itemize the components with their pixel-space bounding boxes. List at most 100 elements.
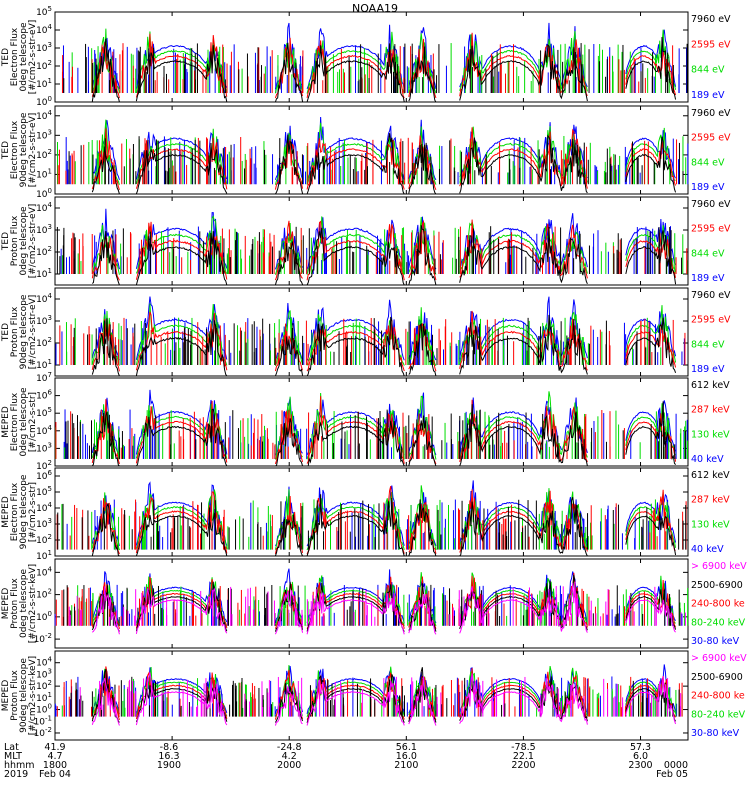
- ytick-label: 103: [36, 223, 52, 236]
- series-trace: [459, 665, 588, 716]
- ylabel-line: Proton Flux: [10, 578, 20, 629]
- ylabel-line: [#/cm2-s-str-eV]: [28, 113, 38, 188]
- ylabel-line: Electron Flux: [10, 120, 20, 179]
- ytick-label: 103: [36, 314, 52, 327]
- ytick-label: 100: [36, 610, 52, 623]
- ylabel-line: [#/cm2-s-str-keV]: [28, 656, 38, 735]
- series-trace: [274, 489, 304, 550]
- legend-entry: 80-240 keV: [691, 709, 746, 720]
- legend-entry: 287 keV: [691, 405, 730, 416]
- series-trace: [408, 46, 437, 103]
- ylabel-line: [#/cm2-s-str-eV]: [28, 204, 38, 279]
- series-trace: [274, 328, 304, 377]
- series-trace: [274, 590, 304, 635]
- series-trace: [459, 676, 588, 722]
- legend-entry: 80-240 keV: [691, 617, 746, 628]
- xaxis-tick-label: 22.1: [513, 751, 534, 762]
- series-trace: [306, 494, 405, 557]
- series-black: [73, 314, 677, 377]
- series-trace: [625, 136, 677, 193]
- series-trace: [135, 588, 228, 634]
- legend-entry: 2595 eV: [691, 39, 731, 50]
- series-trace: [135, 45, 228, 103]
- series-trace: [459, 673, 588, 725]
- series-trace: [459, 668, 588, 719]
- series-trace: [625, 317, 677, 373]
- xaxis-tick-label: 2200: [511, 760, 535, 771]
- legend-entry: 844 eV: [691, 157, 725, 168]
- series-trace: [91, 411, 120, 467]
- ytick-label: 102: [36, 336, 52, 349]
- series-trace: [408, 38, 437, 99]
- series-trace: [408, 667, 437, 723]
- xaxis-tick-label: 2300: [628, 760, 652, 771]
- series-trace: [306, 227, 405, 286]
- ytick-label: 103: [36, 41, 52, 54]
- series-trace: [135, 221, 228, 280]
- ytick-label: 101: [36, 77, 52, 90]
- series-trace: [408, 33, 437, 94]
- ytick-label: 105: [36, 485, 52, 498]
- legend-entry: 2500-6900: [691, 672, 743, 683]
- legend-entry: 240-800 ke: [691, 599, 745, 610]
- ylabel-line: [#/cm2-s-str-keV]: [28, 564, 38, 643]
- legend-entry: 189 eV: [691, 90, 725, 101]
- legend-entry: 844 eV: [691, 65, 725, 76]
- series-trace: [625, 130, 677, 179]
- legend-entry: 189 eV: [691, 364, 725, 375]
- series-trace: [459, 31, 588, 92]
- ylabel-line: TED: [1, 141, 11, 160]
- panel-frame: [54, 650, 689, 741]
- series-trace: [306, 43, 405, 103]
- series-trace: [135, 231, 228, 286]
- legend-entry: 240-800 ke: [691, 691, 745, 702]
- ytick-label: 104: [36, 501, 52, 514]
- ytick-label: 102: [36, 533, 52, 546]
- ytick-label: 102: [36, 245, 52, 258]
- series-trace: [135, 512, 228, 557]
- series-trace: [408, 576, 437, 629]
- series-trace: [306, 299, 405, 361]
- legend-entry: 30-80 keV: [691, 728, 740, 739]
- series-trace: [306, 316, 405, 377]
- series-trace: [91, 146, 120, 195]
- ytick-label: 102: [36, 588, 52, 601]
- legend-entry: 7960 eV: [691, 199, 731, 210]
- series-trace: [625, 575, 676, 624]
- xaxis-tick-label: Feb 05: [656, 769, 688, 780]
- series-blue: [63, 389, 688, 459]
- ytick-label: 104: [36, 109, 52, 122]
- ylabel-line: 90deg telescope: [19, 658, 29, 733]
- ylabel-line: 90deg telescope: [19, 112, 29, 187]
- series-trace: [625, 511, 677, 556]
- series-trace: [306, 117, 405, 181]
- xaxis-tick-label: 16.0: [396, 751, 417, 762]
- series-trace: [459, 134, 588, 194]
- ylabel-line: [#/cm2-s-str]: [28, 392, 38, 452]
- ylabel-line: TED: [1, 48, 11, 67]
- xaxis-tick-label: 0000: [664, 760, 688, 771]
- series-trace: [306, 138, 405, 190]
- ytick-label: 105: [36, 406, 52, 419]
- series-trace: [459, 397, 588, 453]
- series-trace: [91, 231, 120, 286]
- legend-entry: 7960 eV: [691, 14, 731, 25]
- xaxis-tick-label: 57.3: [630, 742, 651, 753]
- xaxis-row-label: hhmm: [4, 760, 35, 771]
- ylabel-line: 90deg telescope: [19, 474, 29, 549]
- xaxis-tick-label: 2000: [277, 760, 301, 771]
- series-trace: [135, 320, 228, 377]
- ytick-label: 104: [36, 424, 52, 437]
- ylabel-line: Proton Flux: [10, 215, 20, 266]
- xaxis-tick-label: 56.1: [396, 742, 417, 753]
- ytick-label: 101: [36, 267, 52, 280]
- series-red: [55, 572, 677, 629]
- panel-frame: [54, 377, 689, 467]
- series-trace: [408, 225, 437, 286]
- ytick-label: 103: [36, 441, 52, 454]
- series-trace: [459, 219, 588, 279]
- series-trace: [408, 219, 437, 281]
- series-trace: [625, 403, 676, 456]
- xaxis-tick-label: -24.8: [277, 742, 302, 753]
